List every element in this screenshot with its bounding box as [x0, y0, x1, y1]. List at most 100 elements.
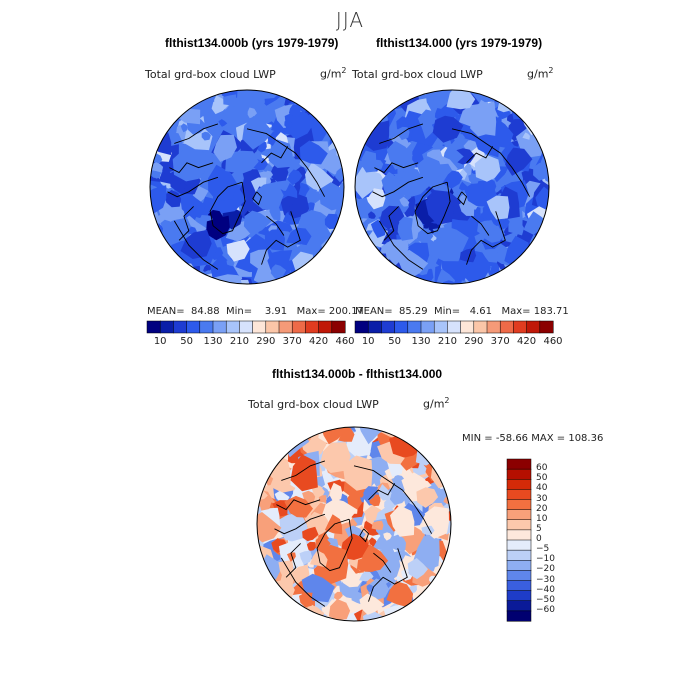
colorbar-tick-label: 0 — [536, 534, 542, 544]
contour-patch — [361, 150, 377, 173]
contour-patch — [529, 115, 541, 124]
colorbar-tick-label: 10 — [153, 336, 167, 347]
contour-patch — [299, 592, 313, 608]
contour-patch — [327, 251, 338, 265]
contour-patch — [284, 610, 299, 621]
contour-patch — [381, 273, 397, 284]
contour-patch — [264, 170, 274, 179]
colorbar-swatch — [407, 320, 422, 334]
contour-patch — [355, 250, 365, 264]
contour-patch — [307, 90, 332, 110]
contour-patch — [527, 96, 542, 109]
contour-patch — [284, 495, 313, 518]
contour-patch — [544, 278, 549, 284]
contour-patch — [355, 165, 356, 176]
colorbar-tick-label: 130 — [411, 336, 431, 347]
contour-patch — [356, 105, 367, 115]
contour-patch — [414, 604, 441, 621]
contour-patch — [306, 541, 317, 551]
colorbar-swatch — [526, 320, 541, 334]
contour-patch — [294, 427, 314, 437]
contour-patch — [201, 131, 211, 141]
contour-patch — [363, 92, 377, 109]
contour-patch — [257, 506, 262, 516]
contour-patch — [355, 266, 382, 284]
contour-patch — [317, 427, 324, 432]
contour-patch — [527, 99, 549, 131]
contour-patch — [188, 90, 198, 93]
contour-patch — [494, 90, 513, 98]
contour-patch — [427, 427, 448, 448]
colorbar-tick-label: 50 — [536, 473, 548, 484]
contour-patch — [291, 617, 302, 621]
panel2-colorbar-ticks: 10 50 130 210 290 370 420 460 — [355, 336, 563, 348]
contour-patch — [406, 427, 419, 440]
colorbar-swatch — [305, 320, 320, 334]
contour-patch — [531, 105, 545, 124]
panel2-stats: MEAN= 85.29 Min= 4.61 Max= 183.71 — [355, 306, 569, 317]
contour-patch — [525, 92, 549, 114]
contour-patch — [530, 276, 543, 284]
colorbar-swatch — [506, 580, 532, 592]
contour-patch — [355, 255, 376, 282]
contour-patch — [433, 454, 442, 464]
contour-patch — [282, 279, 291, 284]
contour-patch — [399, 196, 410, 207]
contour-patch — [322, 427, 334, 431]
contour-patch — [257, 569, 264, 581]
contour-patch — [521, 261, 533, 274]
contour-patch — [257, 495, 258, 505]
colorbar-swatch — [506, 549, 532, 561]
contour-patch — [444, 474, 451, 491]
contour-patch — [369, 110, 380, 121]
contour-patch — [257, 596, 280, 621]
colorbar-tick-label: 460 — [543, 336, 563, 347]
contour-patch — [150, 272, 166, 284]
panel1-title: flthist134.000b (yrs 1979-1979) — [165, 36, 339, 50]
contour-patch — [498, 273, 508, 283]
panel1-polar-map — [149, 89, 345, 285]
contour-patch — [523, 90, 548, 112]
contour-patch — [257, 576, 266, 587]
contour-patch — [459, 248, 477, 263]
contour-patch — [257, 591, 282, 621]
contour-patch — [436, 268, 456, 284]
contour-patch — [150, 279, 163, 284]
contour-patch — [355, 126, 364, 135]
contour-patch — [425, 445, 440, 459]
contour-patch — [533, 92, 549, 107]
contour-patch — [362, 90, 369, 97]
colorbar-swatch — [212, 320, 227, 334]
contour-patch — [150, 130, 159, 150]
contour-patch — [368, 211, 376, 219]
contour-patch — [321, 148, 344, 175]
season-title: JJA — [335, 8, 365, 32]
contour-patch — [153, 93, 179, 117]
contour-patch — [542, 98, 549, 121]
contour-patch — [407, 612, 422, 621]
contour-patch — [425, 192, 454, 225]
contour-patch — [243, 210, 272, 236]
contour-patch — [179, 168, 189, 178]
colorbar-swatch — [278, 320, 293, 334]
colorbar-swatch — [199, 320, 214, 334]
contour-patch — [510, 90, 538, 113]
contour-patch — [150, 93, 154, 104]
colorbar-swatch — [506, 468, 532, 480]
contour-patch — [497, 98, 515, 113]
colorbar-tick-label: 370 — [282, 336, 302, 347]
contour-patch — [284, 110, 315, 140]
contour-patch — [355, 91, 372, 115]
contour-patch — [368, 90, 383, 97]
contour-patch — [260, 615, 276, 621]
colorbar-swatch — [433, 320, 448, 334]
contour-patch — [174, 271, 185, 282]
contour-patch — [378, 484, 393, 501]
contour-patch — [321, 257, 344, 278]
contour-patch — [355, 96, 377, 125]
contour-patch — [318, 495, 327, 504]
colorbar-swatch — [506, 519, 532, 531]
contour-patch — [386, 581, 414, 608]
contour-patch — [307, 191, 321, 205]
contour-patch — [335, 168, 344, 183]
